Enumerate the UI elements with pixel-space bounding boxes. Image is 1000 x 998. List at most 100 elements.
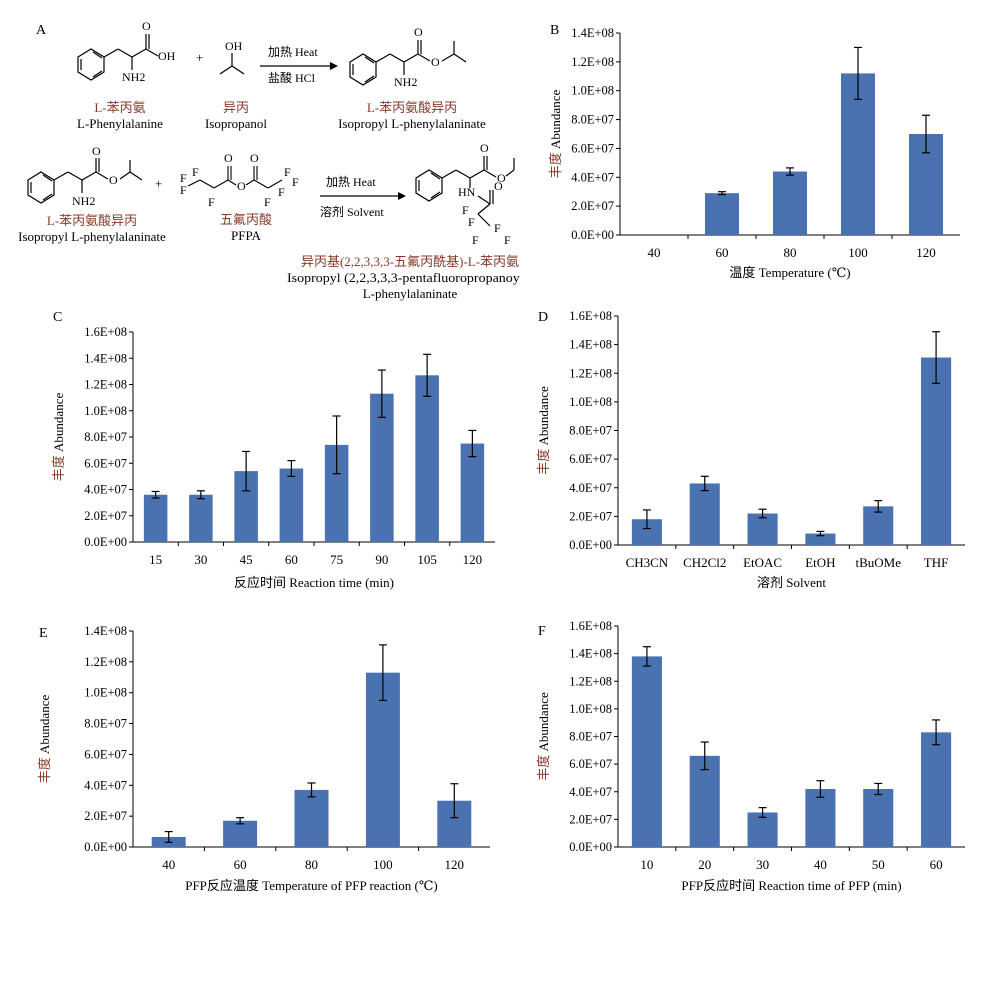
atom-f: F xyxy=(504,233,511,247)
chart-panel-e: E 0.0E+00 2.0E+07 4.0E+07 6.0E+07 8.0E+07 1.0E… xyxy=(37,624,490,893)
y-axis-title: 丰度 Abundance xyxy=(51,393,66,482)
y-tick-label: 1.2E+08 xyxy=(571,55,614,69)
y-tick-label: 1.4E+08 xyxy=(84,624,127,638)
y-tick-label: 1.0E+08 xyxy=(84,404,127,418)
y-tick-label: 4.0E+07 xyxy=(569,481,612,495)
y-tick-label: 4.0E+07 xyxy=(571,170,614,184)
atom-f: F xyxy=(208,195,215,209)
product-1-name-cn: L-苯丙氨酸异丙 xyxy=(367,100,457,115)
atom-hn: HN xyxy=(458,185,476,199)
product-2-name-en-line2: L-phenylalaninate xyxy=(363,286,458,301)
bar xyxy=(863,506,894,545)
y-tick-label: 0.0E+00 xyxy=(569,840,612,854)
y-tick-label: 2.0E+07 xyxy=(84,809,127,823)
atom-o: O xyxy=(250,151,259,165)
atom-f: F xyxy=(180,183,187,197)
bar xyxy=(460,443,485,542)
y-tick-label: 0.0E+00 xyxy=(571,228,614,242)
y-axis-title-cn: 丰度 xyxy=(548,152,563,178)
y-axis-title: 丰度 Abundance xyxy=(548,90,563,179)
x-tick-label: 80 xyxy=(305,857,318,872)
x-tick-label: 50 xyxy=(872,857,885,872)
y-tick-label: 6.0E+07 xyxy=(569,452,612,466)
x-tick-label: 30 xyxy=(756,857,769,872)
atom-o: O xyxy=(92,144,101,158)
bar xyxy=(747,513,778,545)
panel-letter: F xyxy=(538,624,546,639)
y-tick-label: 8.0E+07 xyxy=(571,113,614,127)
y-tick-label: 1.2E+08 xyxy=(84,655,127,669)
y-tick-label: 0.0E+00 xyxy=(84,840,127,854)
plus-sign: + xyxy=(196,50,203,65)
bar xyxy=(415,375,439,542)
y-axis-title-en: Abundance xyxy=(548,90,563,149)
y-tick-label: 8.0E+07 xyxy=(84,717,127,731)
y-tick-label: 4.0E+07 xyxy=(84,483,127,497)
pentafluoropropanoyl-product-structure xyxy=(415,156,515,227)
x-tick-label: 105 xyxy=(417,552,437,567)
y-tick-label: 0.0E+00 xyxy=(84,535,127,549)
atom-o: O xyxy=(497,171,506,185)
x-tick-label: 75 xyxy=(330,552,343,567)
x-tick-label: CH2Cl2 xyxy=(683,555,726,570)
atom-o: O xyxy=(224,151,233,165)
product-2-name-en-line1: Isopropyl (2,2,3,3,3-pentafluoropropanoy… xyxy=(287,270,520,285)
bar xyxy=(747,812,778,847)
x-tick-label: 60 xyxy=(716,245,729,260)
condition-heat: 加热 Heat xyxy=(326,175,376,189)
isopropyl-phenylalaninate-structure xyxy=(27,158,143,204)
atom-nh2: NH2 xyxy=(394,75,417,89)
arrowhead-icon xyxy=(398,192,406,200)
y-tick-label: 1.0E+08 xyxy=(571,84,614,98)
x-tick-label: 60 xyxy=(234,857,247,872)
panel-letter: E xyxy=(39,626,48,641)
chart-panel-c: C 0.0E+00 2.0E+07 4.0E+07 6.0E+07 8.0E+07 1.0E… xyxy=(51,310,495,590)
atom-oh: OH xyxy=(158,49,176,63)
bar xyxy=(689,755,720,847)
x-tick-label: 60 xyxy=(930,857,943,872)
y-axis-title-cn: 丰度 xyxy=(37,757,52,783)
y-tick-label: 1.0E+08 xyxy=(569,395,612,409)
x-tick-label: 120 xyxy=(916,245,936,260)
bar xyxy=(805,533,836,545)
y-tick-label: 8.0E+07 xyxy=(569,730,612,744)
condition-hcl: 盐酸 HCl xyxy=(268,70,316,85)
y-tick-label: 1.2E+08 xyxy=(84,378,127,392)
y-axis-title-cn: 丰度 xyxy=(51,455,66,481)
y-axis-title: 丰度 Abundance xyxy=(536,386,551,475)
chart-panel-f: F 0.0E+00 2.0E+07 4.0E+07 6.0E+07 8.0E+07 1.0E… xyxy=(536,619,965,893)
atom-f: F xyxy=(192,165,199,179)
atom-o: O xyxy=(142,19,151,33)
bar xyxy=(234,471,258,542)
y-axis-title-cn: 丰度 xyxy=(536,755,551,781)
bar xyxy=(863,788,894,847)
x-axis-title: 溶剂 Solvent xyxy=(757,575,826,590)
condition-heat: 加热 Heat xyxy=(268,45,318,59)
atom-nh2: NH2 xyxy=(122,70,145,84)
x-tick-label: tBuOMe xyxy=(856,555,902,570)
panel-letter: D xyxy=(538,310,548,325)
x-tick-label: 100 xyxy=(373,857,393,872)
bar xyxy=(921,732,952,847)
atom-o: O xyxy=(414,25,423,39)
y-axis-title-en: Abundance xyxy=(536,386,551,445)
x-tick-label: 80 xyxy=(784,245,797,260)
panel-letter: B xyxy=(550,23,559,38)
condition-solvent: 溶剂 Solvent xyxy=(320,204,384,219)
panel-letter: C xyxy=(53,310,62,325)
product-1-name-en: Isopropyl L-phenylalaninate xyxy=(338,116,486,131)
y-axis-title-en: Abundance xyxy=(51,393,66,452)
atom-nh2: NH2 xyxy=(72,194,95,208)
y-axis-title: 丰度 Abundance xyxy=(536,692,551,781)
x-tick-label: 15 xyxy=(149,552,162,567)
x-tick-label: EtOAC xyxy=(743,555,782,570)
y-tick-label: 6.0E+07 xyxy=(569,757,612,771)
y-axis-title-en: Abundance xyxy=(536,692,551,751)
x-axis-title: PFP反应温度 Temperature of PFP reaction (℃) xyxy=(185,878,438,893)
y-tick-label: 1.0E+08 xyxy=(84,686,127,700)
x-tick-label: 40 xyxy=(814,857,827,872)
y-tick-label: 1.6E+08 xyxy=(84,325,127,339)
x-tick-label: 90 xyxy=(375,552,388,567)
atom-f: F xyxy=(284,165,291,179)
panel-letter-a: A xyxy=(36,23,47,38)
